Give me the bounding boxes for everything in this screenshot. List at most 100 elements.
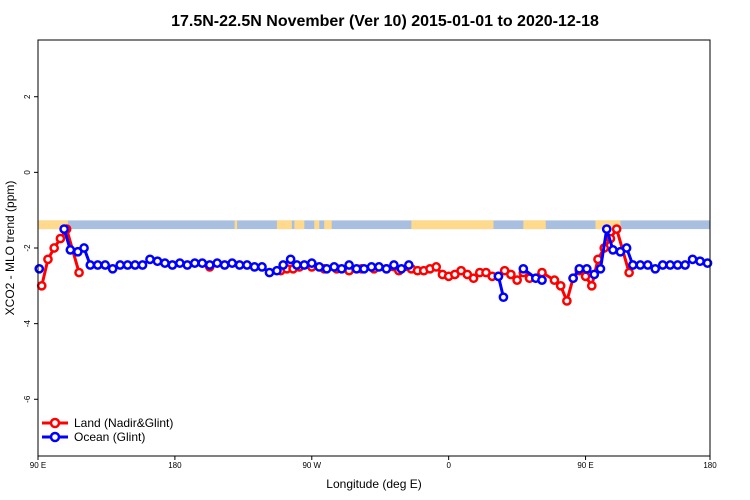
series-segment <box>599 228 609 270</box>
x-tick-label: 0 <box>446 461 451 470</box>
legend-ocean-marker <box>49 431 61 443</box>
data-point <box>672 260 683 270</box>
data-point <box>635 260 646 270</box>
data-point <box>74 267 84 278</box>
data-point <box>359 263 369 274</box>
data-point <box>518 263 529 274</box>
data-point <box>506 269 516 280</box>
data-point <box>264 267 275 278</box>
data-point <box>695 256 705 267</box>
data-point <box>389 260 399 270</box>
data-point <box>272 265 282 276</box>
data-point <box>601 224 612 234</box>
data-point <box>595 263 606 274</box>
data-point <box>92 260 103 270</box>
y-tick-label: -6 <box>23 395 32 403</box>
data-point <box>291 260 302 270</box>
data-point <box>549 275 560 285</box>
data-point <box>107 263 118 274</box>
series-ocean <box>34 224 713 303</box>
data-point <box>351 263 362 274</box>
data-point <box>59 224 69 234</box>
data-point <box>182 260 193 270</box>
data-point <box>249 262 260 272</box>
data-point <box>589 269 600 280</box>
data-point <box>234 260 245 270</box>
data-point <box>130 260 140 270</box>
legend-ocean-label: Ocean (Glint) <box>74 430 145 444</box>
band-land-segment <box>314 220 320 230</box>
data-point <box>197 258 208 268</box>
data-point <box>568 273 578 284</box>
data-point <box>537 275 547 285</box>
data-point <box>285 254 296 265</box>
y-axis-label: XCO2 - MLO trend (ppm) <box>3 181 17 316</box>
data-point <box>242 260 252 270</box>
data-point <box>36 280 47 291</box>
data-point <box>468 273 479 284</box>
data-point <box>680 260 690 270</box>
data-point <box>657 260 668 270</box>
data-point <box>403 260 414 270</box>
data-point <box>152 256 163 267</box>
data-point <box>650 263 661 274</box>
data-point <box>374 262 384 272</box>
data-point <box>608 245 618 255</box>
legend: Land (Nadir&Glint) Ocean (Glint) <box>42 416 173 444</box>
data-point <box>581 263 592 274</box>
x-tick-label: 90 E <box>30 461 46 470</box>
chart-title: 17.5N-22.5N November (Ver 10) 2015-01-01… <box>171 13 599 30</box>
data-point <box>498 292 509 303</box>
band-land-segment <box>411 220 494 230</box>
data-point <box>493 271 504 282</box>
data-point <box>122 260 133 270</box>
data-point <box>43 254 53 265</box>
band-land-segment <box>294 220 305 230</box>
data-point <box>257 262 267 272</box>
data-point <box>621 243 632 253</box>
data-point <box>145 254 155 265</box>
band-land-segment <box>523 220 546 230</box>
x-tick-label: 180 <box>168 461 182 470</box>
y-tick-label: 2 <box>23 94 32 99</box>
series-layer <box>34 224 713 306</box>
data-point <box>537 267 547 278</box>
data-point <box>167 260 178 270</box>
data-point <box>100 260 111 270</box>
data-point <box>137 260 148 270</box>
data-point <box>381 263 392 274</box>
data-point <box>336 263 347 274</box>
data-point <box>227 258 237 268</box>
data-point <box>49 243 60 253</box>
data-point <box>79 243 89 253</box>
data-point <box>175 258 185 268</box>
data-point <box>702 258 713 268</box>
data-point <box>665 260 676 270</box>
data-point <box>396 263 407 274</box>
data-point <box>204 260 215 270</box>
data-point <box>627 260 638 270</box>
data-point <box>574 263 585 274</box>
y-tick-label: -4 <box>23 320 32 328</box>
data-point <box>555 280 566 291</box>
x-tick-label: 180 <box>703 461 717 470</box>
data-point <box>189 258 200 268</box>
data-point <box>321 263 332 274</box>
data-point <box>212 258 223 268</box>
data-point <box>562 296 572 306</box>
x-axis: 90 E 180 90 W 0 90 E 180 <box>30 456 717 470</box>
x-tick-label: 90 E <box>577 461 593 470</box>
data-point <box>624 267 634 278</box>
data-point <box>611 224 622 234</box>
data-point <box>34 263 45 274</box>
x-tick-label: 90 W <box>302 461 321 470</box>
data-point <box>314 262 325 272</box>
data-point <box>278 260 289 270</box>
data-point <box>65 245 76 255</box>
data-point <box>366 262 377 272</box>
band-land-segment <box>324 220 332 230</box>
data-point <box>329 262 340 272</box>
data-point <box>344 260 354 270</box>
y-tick-label: 0 <box>23 170 32 175</box>
